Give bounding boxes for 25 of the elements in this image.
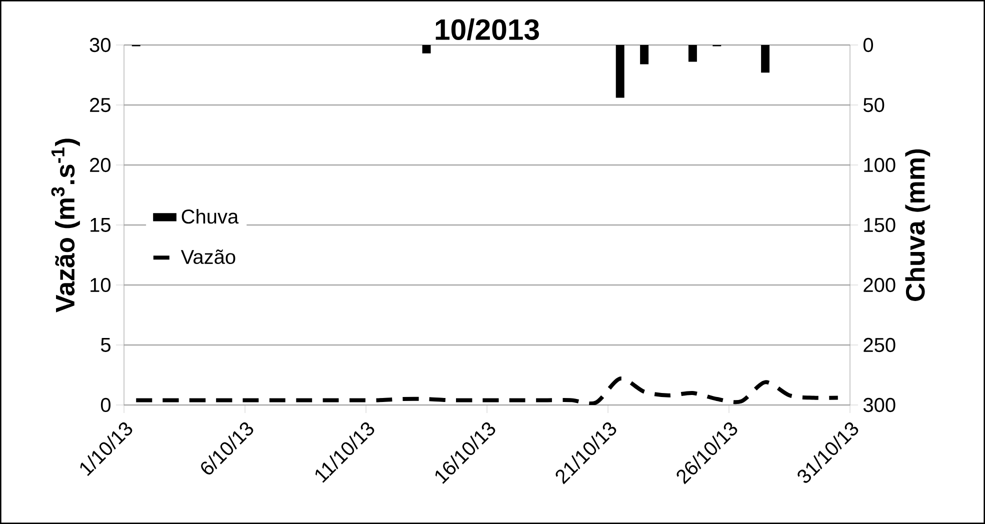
y2-axis-title: Chuva (mm): [905, 149, 930, 301]
chart-title: 10/2013: [436, 18, 539, 40]
legend-label: Chuva: [182, 208, 239, 224]
y2-tick-label: 250: [864, 338, 896, 352]
bar: [616, 44, 624, 98]
y2-tick-label: 0: [863, 38, 874, 52]
bar: [640, 44, 649, 64]
y-tick-label: 15: [90, 218, 110, 232]
y2-tick-label: 50: [864, 98, 884, 112]
y-tick-label: 25: [90, 98, 110, 112]
y-axis-title: Vazão (m$^{3}$.s$^{-1}$): [51, 138, 80, 312]
y-tick-label: 0: [100, 398, 111, 412]
y2-tick-label: 100: [864, 158, 896, 172]
legend-label: Vazão: [180, 249, 236, 264]
bar: [761, 44, 770, 73]
bar: [422, 44, 431, 54]
y-tick-label: 30: [90, 38, 110, 52]
y2-tick-label: 300: [863, 398, 896, 412]
bar: [688, 44, 697, 62]
y-tick-label: 5: [100, 338, 110, 352]
line-series: [134, 376, 840, 405]
y2-tick-label: 150: [864, 218, 896, 232]
y-tick-label: 20: [90, 158, 110, 172]
y2-tick-label: 200: [864, 278, 896, 292]
y-tick-label: 10: [90, 278, 110, 292]
